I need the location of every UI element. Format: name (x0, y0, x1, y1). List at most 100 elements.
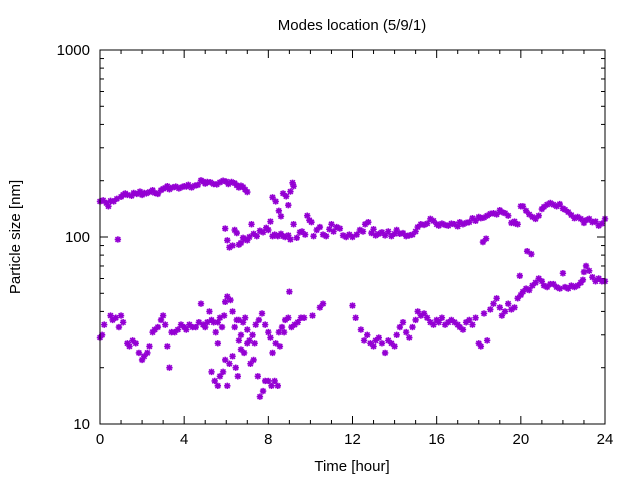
data-point (272, 198, 279, 205)
data-point (586, 267, 593, 274)
data-point (349, 302, 356, 309)
data-point (255, 316, 263, 324)
data-point (107, 312, 114, 319)
data-point (393, 331, 400, 338)
data-point (423, 220, 431, 227)
data-point (516, 272, 523, 280)
data-point (448, 316, 455, 324)
data-point (136, 188, 144, 195)
data-point (254, 373, 262, 380)
data-point (149, 186, 156, 194)
data-point (512, 220, 519, 227)
data-point (511, 304, 518, 311)
data-point (224, 382, 231, 390)
data-point (498, 312, 506, 319)
data-point (288, 323, 295, 331)
data-point (274, 382, 282, 390)
data-point (289, 179, 296, 186)
data-point (192, 323, 199, 331)
data-point (472, 217, 479, 225)
data-point (349, 233, 356, 241)
data-point (246, 233, 253, 241)
data-point (265, 226, 272, 234)
data-point (595, 275, 602, 282)
data-point (438, 314, 446, 321)
data-point (115, 323, 123, 331)
data-point (357, 326, 365, 333)
data-point (522, 207, 530, 215)
data-point (159, 185, 167, 193)
data-point (409, 231, 416, 238)
data-point (271, 377, 278, 385)
data-point (248, 221, 255, 228)
data-point (207, 179, 214, 186)
data-point (550, 280, 557, 288)
data-point (519, 288, 527, 295)
data-point (466, 218, 473, 226)
data-point (339, 232, 347, 239)
data-point (213, 181, 220, 188)
data-point (234, 373, 242, 380)
data-point (574, 282, 581, 289)
x-tick-label: 4 (180, 431, 188, 448)
data-point (577, 279, 585, 286)
data-point (300, 314, 308, 321)
data-point (375, 230, 383, 238)
data-point (237, 239, 245, 247)
data-point (214, 319, 222, 326)
data-point (441, 321, 449, 328)
data-point (231, 323, 238, 331)
data-point (399, 319, 407, 326)
data-point (172, 183, 179, 190)
x-tick-label: 8 (264, 431, 272, 448)
data-point (496, 304, 503, 311)
data-point (487, 306, 494, 313)
data-point (412, 228, 419, 235)
data-point (412, 316, 419, 324)
data-point (451, 319, 458, 326)
data-point (309, 312, 316, 319)
data-points (96, 177, 609, 400)
data-point (285, 201, 292, 209)
data-point (268, 382, 275, 390)
data-point (543, 201, 551, 208)
data-point (445, 319, 452, 326)
data-point (138, 356, 146, 364)
data-point (346, 231, 353, 238)
data-point (154, 190, 162, 198)
data-point (110, 198, 117, 205)
data-point (169, 184, 176, 191)
data-point (359, 228, 367, 235)
data-point (211, 377, 218, 385)
data-point (396, 323, 404, 331)
data-point (130, 189, 137, 197)
data-point (216, 373, 224, 380)
x-tick-label: 16 (428, 431, 445, 448)
data-point (151, 189, 158, 197)
data-point (535, 275, 542, 282)
data-point (256, 227, 264, 234)
data-point (482, 235, 490, 242)
data-point (140, 353, 148, 360)
data-point (568, 282, 575, 289)
data-point (532, 215, 539, 223)
data-point (183, 326, 190, 333)
x-tick-label: 0 (96, 431, 104, 448)
axis-ticks: 0 4 8 12 16 20 24 10 100 1000 (57, 42, 614, 448)
data-point (128, 192, 135, 200)
data-point (129, 337, 136, 344)
data-point (372, 337, 379, 344)
data-point (360, 337, 368, 344)
data-point (313, 226, 320, 234)
data-point (228, 178, 235, 186)
data-point (224, 293, 231, 300)
data-point (231, 226, 238, 234)
data-point (240, 349, 248, 357)
data-point (372, 232, 379, 239)
data-point (479, 238, 487, 246)
data-point (370, 226, 377, 233)
data-point (212, 328, 219, 336)
data-point (316, 223, 324, 231)
data-point (547, 199, 554, 207)
data-point (352, 314, 359, 321)
